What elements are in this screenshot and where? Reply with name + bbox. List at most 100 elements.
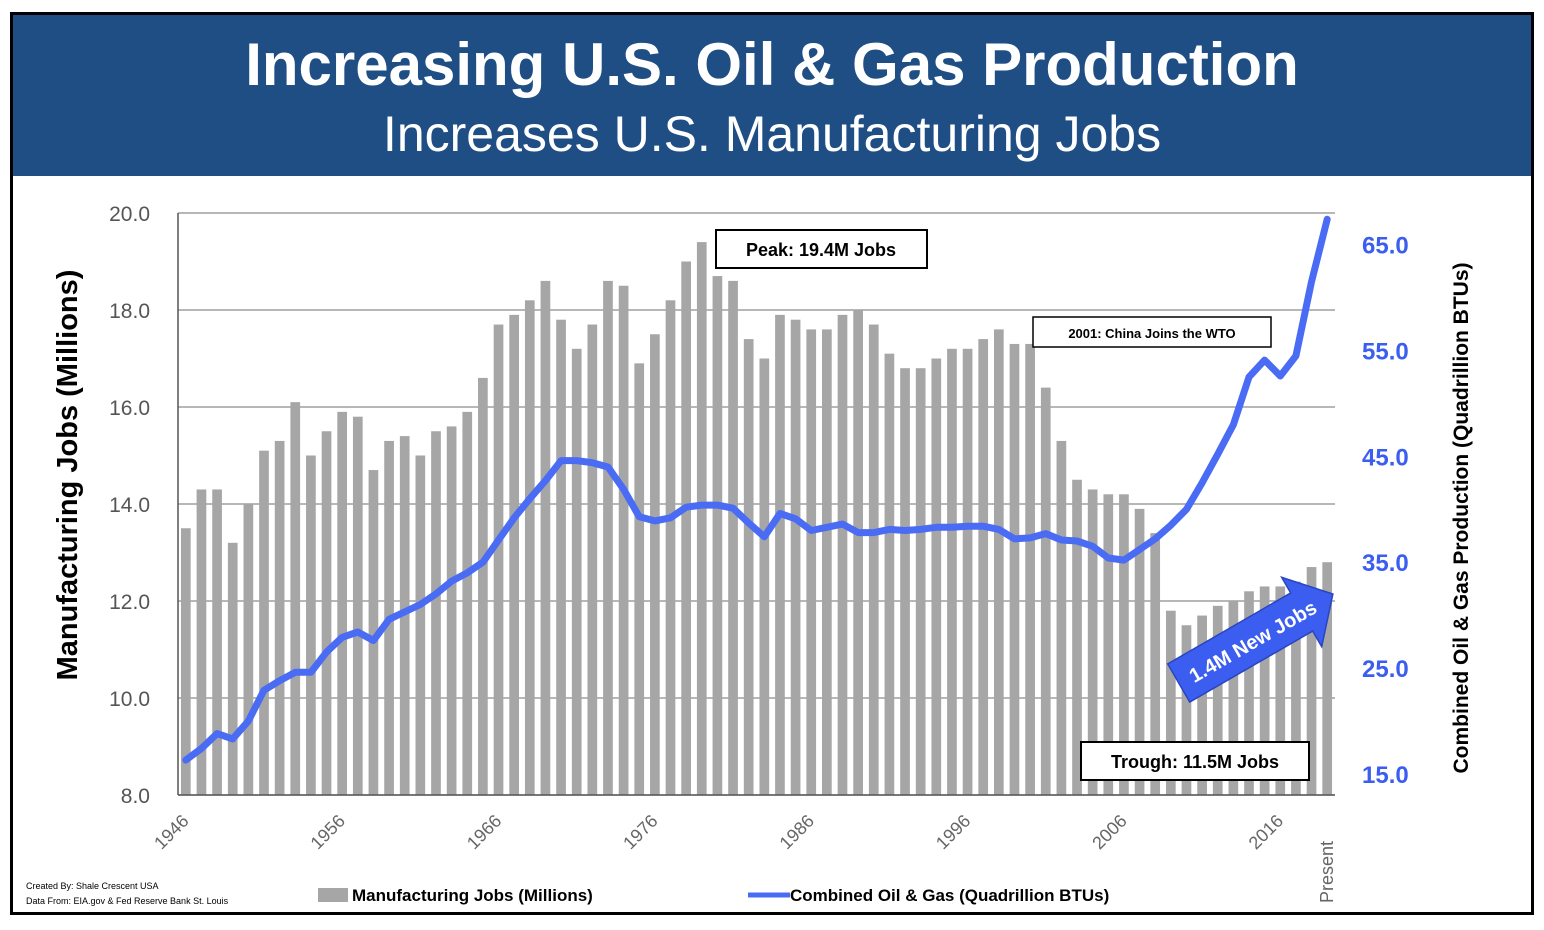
peak-callout-box (715, 229, 928, 269)
bar (180, 528, 191, 795)
bar (618, 285, 629, 795)
left-tick-label: 14.0 (109, 494, 150, 517)
x-tick-label: 1946 (150, 811, 192, 853)
bar (1103, 494, 1114, 795)
bar (1228, 601, 1239, 795)
bar (524, 300, 535, 795)
bar (478, 377, 488, 795)
bar (243, 504, 254, 795)
bar (540, 280, 551, 795)
bar (775, 314, 785, 795)
title-banner (13, 15, 1531, 176)
new-jobs-arrow-shape (1166, 576, 1334, 704)
wto-callout-box (1032, 316, 1272, 348)
bar (556, 319, 566, 795)
legend-bar-label: Manufacturing Jobs (Millions) (352, 886, 593, 905)
left-tick-label: 20.0 (109, 203, 150, 226)
bar (462, 411, 473, 795)
bar (947, 348, 957, 795)
x-tick-label: 1956 (307, 811, 349, 853)
bar (1181, 625, 1192, 795)
peak-callout-text: Peak: 19.4M Jobs (746, 240, 896, 260)
bar (1119, 494, 1129, 795)
x-tick-label: 2016 (1245, 811, 1287, 853)
bar (915, 368, 926, 795)
bar (712, 276, 723, 795)
left-tick-label: 16.0 (109, 397, 150, 420)
bar (1165, 610, 1176, 795)
bar (1244, 591, 1254, 795)
bar (1259, 586, 1270, 795)
left-axis-label: Manufacturing Jobs (Millions) (52, 270, 84, 681)
bar (900, 368, 910, 795)
bar (431, 431, 441, 795)
trough-callout-text: Trough: 11.5M Jobs (1111, 752, 1279, 772)
bar (962, 348, 973, 795)
bar (853, 310, 863, 795)
bar (837, 314, 848, 795)
bar (1056, 440, 1067, 795)
legend-line-label: Combined Oil & Gas (Quadrillion BTUs) (790, 886, 1109, 905)
right-tick-label: 15.0 (1362, 762, 1409, 789)
bar (822, 329, 832, 795)
right-tick-label: 45.0 (1362, 444, 1409, 471)
bar (493, 324, 504, 795)
chart-subtitle: Increases U.S. Manufacturing Jobs (382, 106, 1162, 162)
left-tick-label: 8.0 (121, 785, 150, 808)
bar (759, 358, 770, 795)
bar (587, 324, 598, 795)
x-tick-label: 1986 (776, 811, 818, 853)
x-tick-label: 2006 (1088, 811, 1130, 853)
bar (790, 319, 801, 795)
bar (196, 489, 207, 795)
right-tick-label: 35.0 (1362, 550, 1409, 577)
bar (509, 314, 520, 795)
bar (368, 470, 379, 795)
bar (352, 416, 363, 795)
trough-callout-box (1080, 741, 1310, 781)
bar (1087, 489, 1098, 795)
bar (1009, 343, 1020, 795)
bar (571, 348, 582, 795)
bar (290, 402, 301, 795)
chart-title: Increasing U.S. Oil & Gas Production (245, 31, 1299, 98)
x-tick-label: Present (1317, 841, 1337, 903)
bar (1291, 581, 1301, 795)
oil-gas-line (182, 215, 1331, 764)
legend-bar-swatch (318, 888, 348, 902)
x-tick-label: 1996 (932, 811, 974, 853)
bar (1134, 508, 1145, 795)
bar (1322, 562, 1333, 795)
bar (884, 353, 895, 795)
bar (1072, 479, 1082, 795)
bar-series (180, 242, 1333, 796)
axes (177, 213, 1335, 796)
bar (743, 339, 754, 795)
right-tick-label: 25.0 (1362, 656, 1409, 683)
bar (728, 280, 738, 795)
x-tick-label: 1966 (463, 811, 505, 853)
bar (259, 450, 269, 795)
bar (446, 426, 457, 795)
bar (415, 455, 426, 795)
bar (978, 339, 989, 795)
bar (665, 300, 676, 795)
line-series (182, 215, 1331, 764)
right-tick-label: 55.0 (1362, 339, 1409, 366)
left-tick-label: 12.0 (109, 591, 150, 614)
right-axis-label: Combined Oil & Gas Production (Quadrilli… (1450, 262, 1473, 773)
bar (868, 324, 879, 795)
bar (212, 489, 222, 795)
bar (321, 431, 332, 795)
bar (306, 455, 316, 795)
bar (274, 440, 285, 795)
right-tick-label: 65.0 (1362, 233, 1409, 260)
bar (634, 363, 645, 795)
bar (337, 411, 348, 795)
bar (603, 280, 613, 795)
bar (1040, 387, 1051, 795)
bar (993, 329, 1004, 795)
credit-created-by: Created By: Shale Crescent USA (26, 881, 159, 891)
bar (1212, 605, 1223, 795)
right-axis-ticks: 15.0 25.0 35.0 45.0 55.0 65.0 (1362, 233, 1409, 789)
